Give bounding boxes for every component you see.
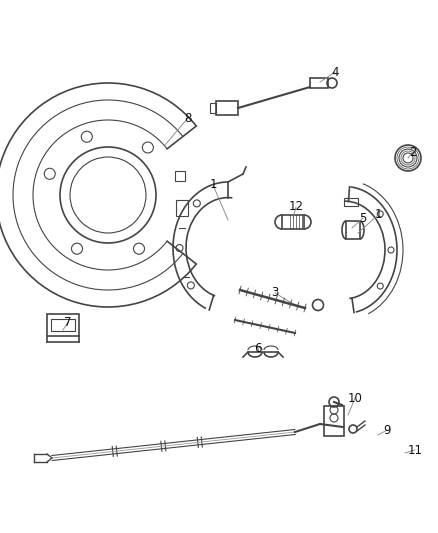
Text: 7: 7 — [64, 316, 72, 328]
Text: 11: 11 — [407, 443, 423, 456]
Text: 1: 1 — [209, 179, 217, 191]
Text: 12: 12 — [289, 200, 304, 214]
Text: 3: 3 — [271, 287, 279, 300]
Text: 10: 10 — [348, 392, 362, 405]
Text: 4: 4 — [331, 66, 339, 78]
Text: 9: 9 — [383, 424, 391, 437]
Text: 5: 5 — [359, 212, 367, 224]
Text: 6: 6 — [254, 342, 262, 354]
Text: 8: 8 — [184, 111, 192, 125]
Text: 2: 2 — [409, 146, 417, 158]
Text: 1: 1 — [374, 208, 382, 222]
